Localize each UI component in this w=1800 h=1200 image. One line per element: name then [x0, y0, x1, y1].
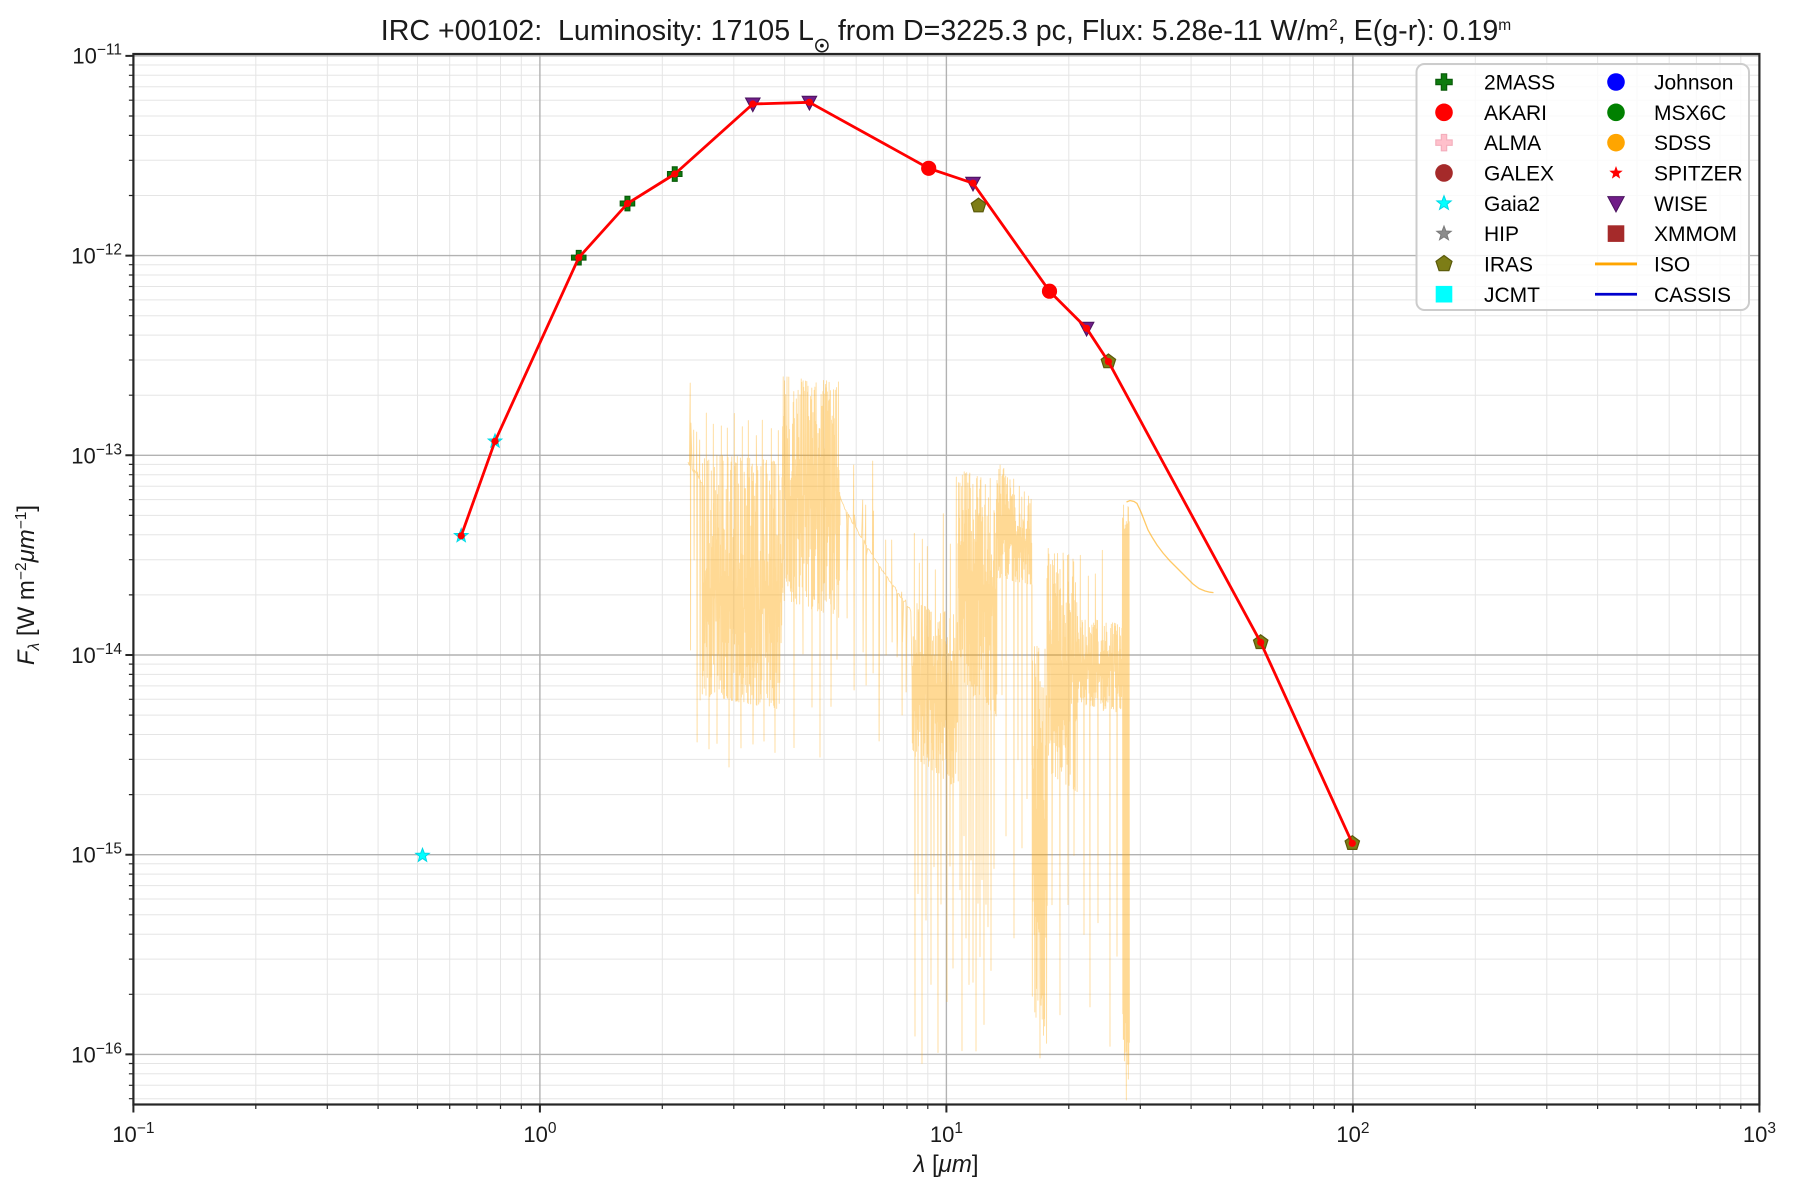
svg-text:10−12: 10−12	[71, 242, 122, 269]
svg-text:WISE: WISE	[1654, 193, 1708, 216]
svg-text:Gaia2: Gaia2	[1484, 193, 1540, 216]
svg-text:JCMT: JCMT	[1484, 284, 1540, 307]
svg-text:λ [μm]: λ [μm]	[912, 1151, 979, 1178]
svg-text:Johnson: Johnson	[1654, 72, 1733, 95]
svg-text:SPITZER: SPITZER	[1654, 163, 1743, 186]
svg-text:ALMA: ALMA	[1484, 132, 1541, 155]
svg-text:HIP: HIP	[1484, 223, 1519, 246]
svg-text:GALEX: GALEX	[1484, 163, 1554, 186]
svg-text:IRC +00102: Luminosity: 17105: IRC +00102: Luminosity: 17105 L from D=3…	[381, 15, 1511, 47]
svg-text:IRAS: IRAS	[1484, 254, 1533, 277]
svg-text:MSX6C: MSX6C	[1654, 102, 1726, 125]
svg-text:2MASS: 2MASS	[1484, 72, 1555, 95]
svg-text:XMMOM: XMMOM	[1654, 223, 1737, 246]
svg-text:SDSS: SDSS	[1654, 132, 1711, 155]
svg-text:CASSIS: CASSIS	[1654, 284, 1731, 307]
svg-text:Fλ [W m−2μm−1]: Fλ [W m−2μm−1]	[13, 505, 43, 665]
svg-text:ISO: ISO	[1654, 254, 1690, 277]
svg-text:AKARI: AKARI	[1484, 102, 1547, 125]
